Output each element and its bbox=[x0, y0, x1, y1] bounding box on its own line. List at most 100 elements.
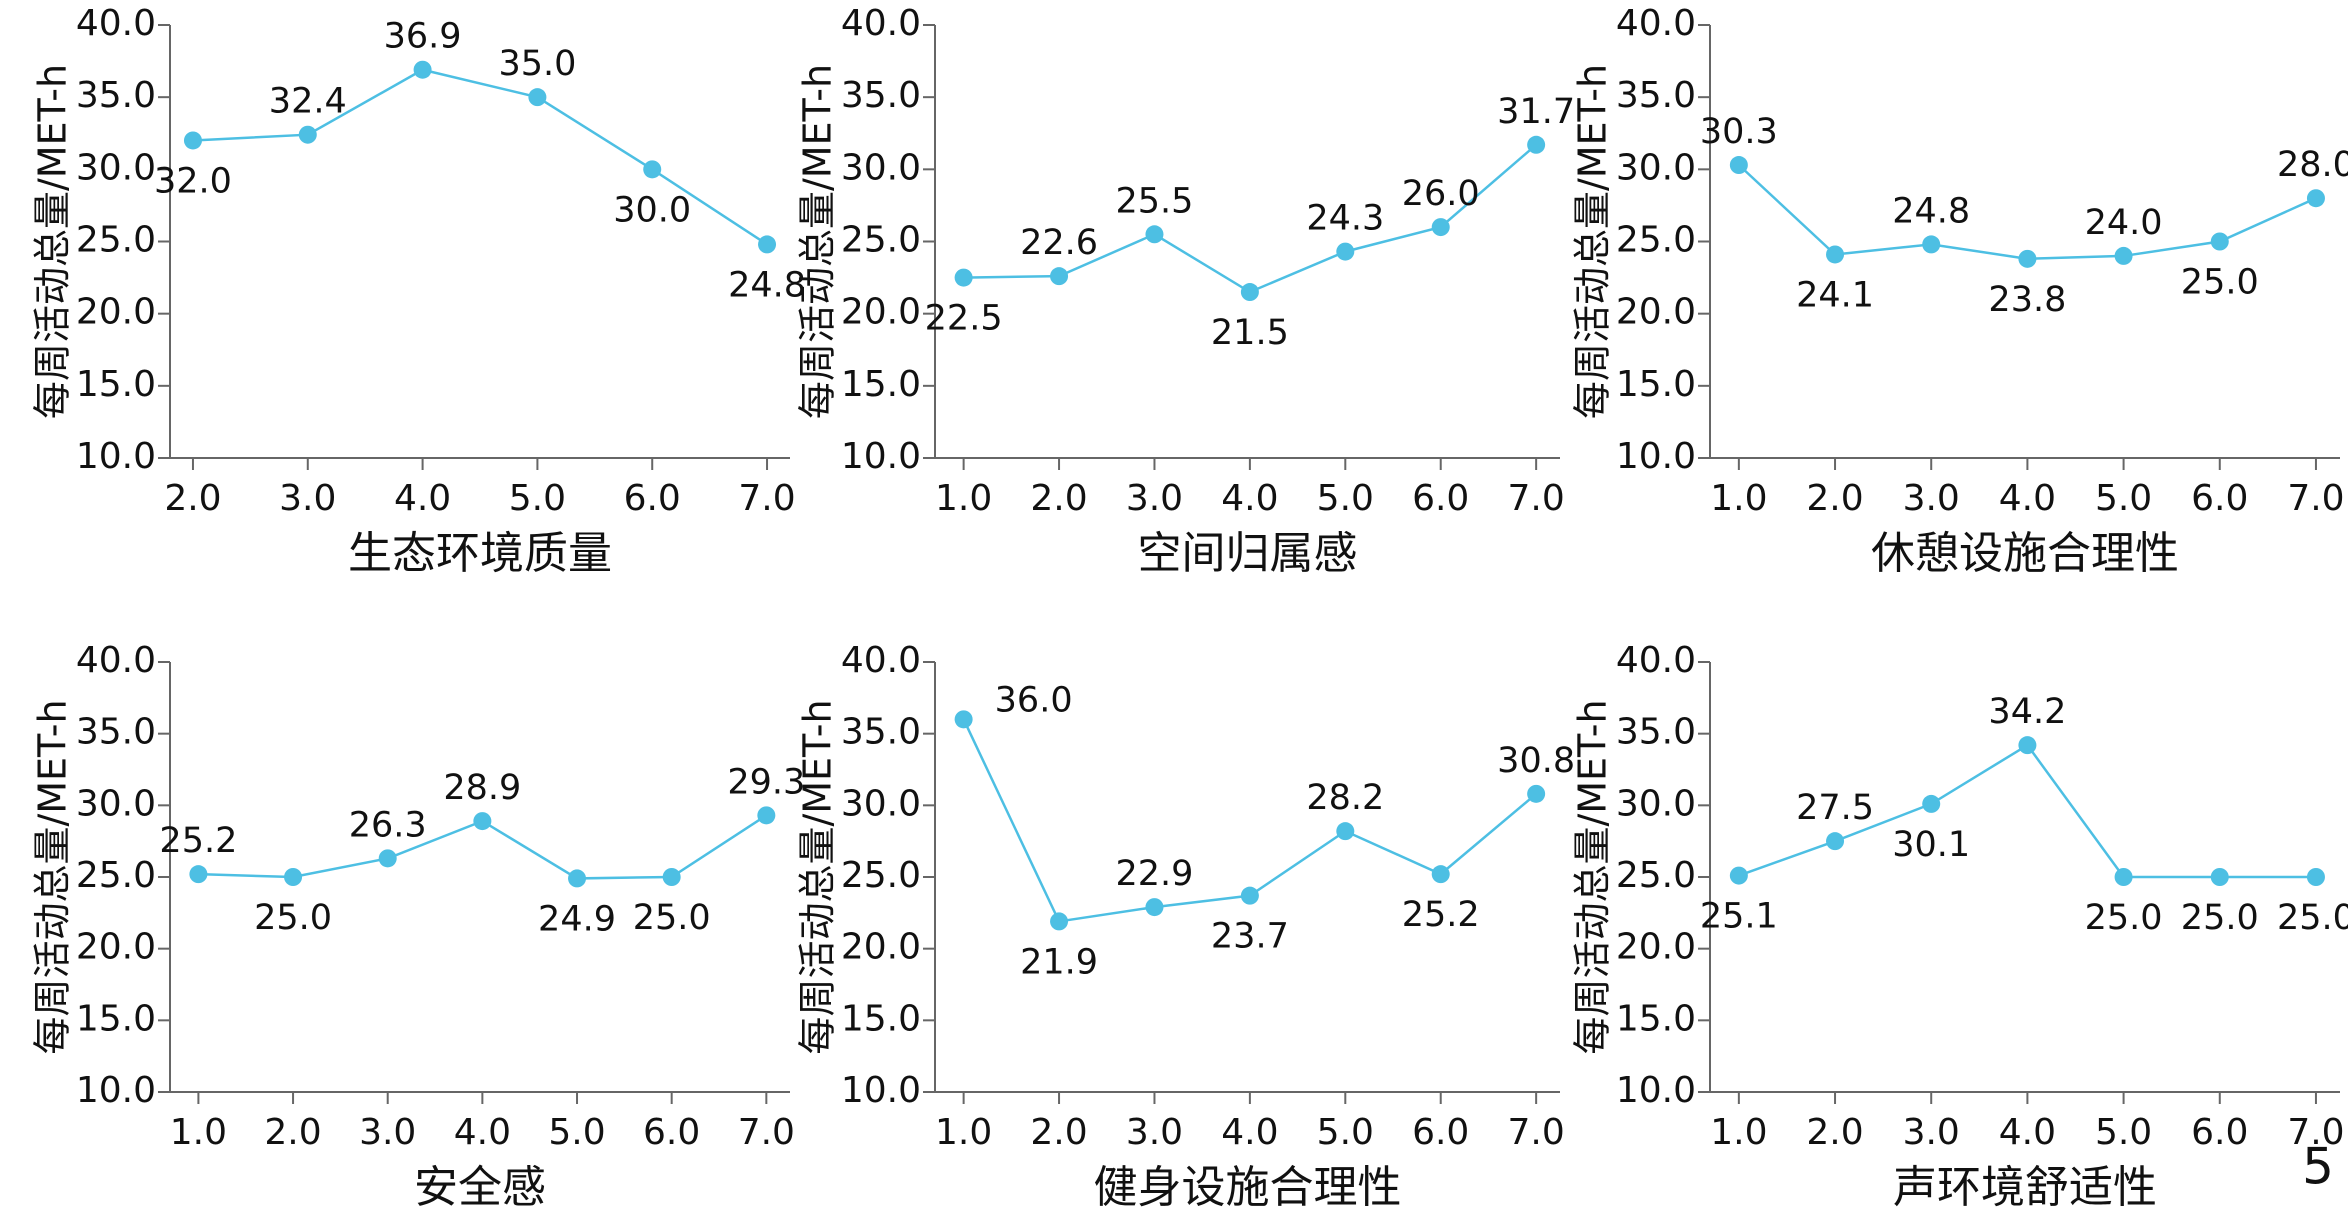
marker bbox=[1527, 784, 1546, 803]
marker bbox=[1922, 794, 1941, 813]
data-label: 32.0 bbox=[154, 161, 232, 201]
x-tick-label: 7.0 bbox=[738, 1112, 795, 1153]
x-tick-label: 2.0 bbox=[264, 1112, 321, 1153]
data-label: 36.9 bbox=[384, 17, 462, 57]
data-label: 29.3 bbox=[727, 762, 805, 802]
y-tick-label: 35.0 bbox=[841, 75, 921, 116]
marker bbox=[298, 125, 317, 144]
y-tick-label: 25.0 bbox=[1616, 855, 1696, 896]
marker bbox=[284, 868, 303, 886]
marker bbox=[528, 88, 547, 107]
x-tick-label: 2.0 bbox=[1806, 478, 1863, 519]
marker bbox=[189, 865, 208, 884]
x-tick-label: 3.0 bbox=[359, 1112, 416, 1153]
data-label: 28.2 bbox=[1306, 778, 1384, 818]
y-tick-label: 15.0 bbox=[841, 998, 921, 1039]
data-label: 22.9 bbox=[1115, 854, 1193, 894]
line bbox=[1738, 164, 2317, 261]
y-tick-label: 20.0 bbox=[76, 292, 156, 333]
y-tick-label: 15.0 bbox=[1616, 364, 1696, 405]
marker bbox=[1145, 898, 1164, 917]
x-tick-label: 3.0 bbox=[279, 478, 336, 519]
x-tick-label: 2.0 bbox=[1030, 478, 1087, 519]
marker bbox=[2018, 249, 2037, 268]
y-tick-label: 10.0 bbox=[1616, 1070, 1696, 1111]
x-tick-label: 3.0 bbox=[1126, 1112, 1183, 1153]
y-tick-label: 40.0 bbox=[76, 640, 156, 681]
y-tick-label: 20.0 bbox=[841, 292, 921, 333]
data-label: 34.2 bbox=[1988, 692, 2066, 732]
y-tick-label: 40.0 bbox=[1616, 640, 1696, 681]
marker bbox=[2210, 868, 2229, 886]
data-label: 26.3 bbox=[349, 805, 427, 845]
y-tick-label: 20.0 bbox=[1616, 927, 1696, 968]
marker bbox=[2306, 868, 2325, 886]
y-tick-label: 35.0 bbox=[1616, 712, 1696, 753]
marker bbox=[954, 710, 973, 729]
y-tick-label: 30.0 bbox=[1616, 147, 1696, 188]
x-axis-title: 空间归属感 bbox=[1138, 528, 1358, 579]
x-tick-label: 5.0 bbox=[2095, 478, 2152, 519]
data-label: 25.1 bbox=[1700, 897, 1778, 937]
x-tick-label: 2.0 bbox=[1806, 1112, 1863, 1153]
y-tick-label: 40.0 bbox=[841, 3, 921, 44]
x-tick-label: 6.0 bbox=[2191, 1112, 2248, 1153]
y-axis-title: 每周活动总量/MET-h bbox=[1571, 699, 1615, 1054]
y-tick-label: 30.0 bbox=[76, 783, 156, 824]
y-tick-label: 30.0 bbox=[841, 147, 921, 188]
marker bbox=[1826, 832, 1845, 851]
data-label: 28.0 bbox=[2277, 145, 2348, 185]
marker bbox=[183, 131, 202, 150]
x-tick-label: 7.0 bbox=[1508, 478, 1565, 519]
y-tick-label: 30.0 bbox=[841, 783, 921, 824]
marker bbox=[568, 869, 587, 888]
marker bbox=[473, 812, 492, 831]
marker bbox=[378, 849, 397, 868]
y-axis-title: 每周活动总量/MET-h bbox=[31, 699, 75, 1054]
marker bbox=[1240, 886, 1259, 905]
x-axis-title: 声环境舒适性 bbox=[1893, 1162, 2157, 1213]
marker bbox=[1826, 245, 1845, 264]
x-tick-label: 3.0 bbox=[1903, 1112, 1960, 1153]
y-tick-label: 10.0 bbox=[76, 1070, 156, 1111]
data-label: 21.5 bbox=[1211, 313, 1289, 353]
x-tick-label: 1.0 bbox=[170, 1112, 227, 1153]
marker bbox=[1431, 865, 1450, 884]
data-label: 22.5 bbox=[925, 299, 1003, 339]
x-tick-label: 5.0 bbox=[548, 1112, 605, 1153]
data-label: 28.9 bbox=[443, 768, 521, 808]
data-label: 25.0 bbox=[2181, 898, 2259, 938]
y-tick-label: 35.0 bbox=[1616, 75, 1696, 116]
marker bbox=[1729, 866, 1748, 885]
data-label: 24.0 bbox=[2085, 203, 2163, 243]
marker bbox=[1336, 242, 1355, 261]
y-axis-title: 每周活动总量/MET-h bbox=[31, 64, 75, 419]
data-label: 22.6 bbox=[1020, 223, 1098, 263]
marker bbox=[662, 868, 681, 886]
data-label: 30.8 bbox=[1497, 741, 1575, 781]
data-label: 24.3 bbox=[1306, 199, 1384, 239]
y-tick-label: 25.0 bbox=[1616, 220, 1696, 261]
data-label: 26.0 bbox=[1402, 174, 1480, 214]
x-tick-label: 3.0 bbox=[1903, 478, 1960, 519]
marker bbox=[1145, 225, 1164, 244]
x-tick-label: 6.0 bbox=[2191, 478, 2248, 519]
y-tick-label: 40.0 bbox=[1616, 3, 1696, 44]
data-label: 30.0 bbox=[613, 190, 691, 230]
panel-label: 5 bbox=[2302, 1138, 2334, 1196]
x-tick-label: 5.0 bbox=[2095, 1112, 2152, 1153]
data-label: 30.3 bbox=[1700, 112, 1778, 152]
x-tick-label: 5.0 bbox=[1317, 478, 1374, 519]
y-tick-label: 30.0 bbox=[76, 147, 156, 188]
data-label: 25.0 bbox=[254, 898, 332, 938]
marker bbox=[1729, 156, 1748, 175]
x-tick-label: 4.0 bbox=[1221, 478, 1278, 519]
data-label: 25.0 bbox=[2277, 898, 2348, 938]
y-tick-label: 10.0 bbox=[1616, 436, 1696, 477]
x-tick-label: 1.0 bbox=[935, 1112, 992, 1153]
marker bbox=[1922, 235, 1941, 254]
x-tick-label: 4.0 bbox=[1221, 1112, 1278, 1153]
y-tick-label: 35.0 bbox=[76, 75, 156, 116]
data-label: 25.0 bbox=[2085, 898, 2163, 938]
